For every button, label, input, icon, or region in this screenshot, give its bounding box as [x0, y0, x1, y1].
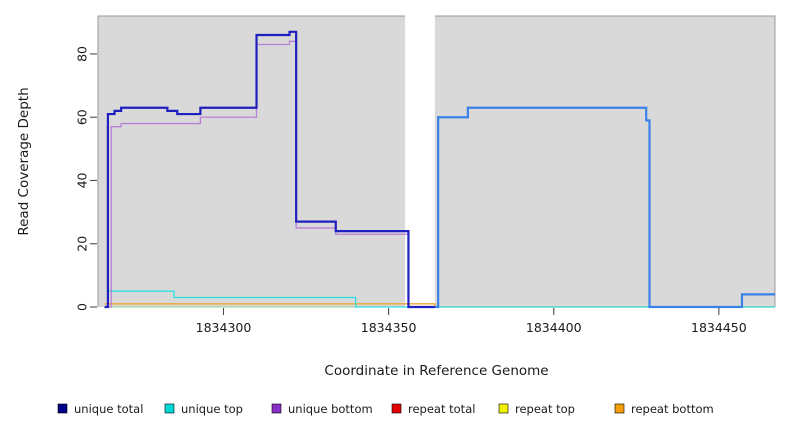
legend-label-unique-top: unique top [181, 402, 243, 416]
x-axis-title: Coordinate in Reference Genome [324, 363, 548, 379]
panel-background-right [434, 16, 775, 307]
panel-background-left [98, 16, 406, 307]
x-tick-label: 1834400 [526, 320, 582, 335]
x-tick-label: 1834350 [361, 320, 417, 335]
plot-panel [97, 15, 776, 307]
legend-swatch-unique-top [164, 403, 175, 414]
y-axis-title: Read Coverage Depth [16, 87, 32, 235]
x-tick-label: 1834450 [691, 320, 747, 335]
legend-swatch-repeat-top [498, 403, 509, 414]
legend-label-repeat-top: repeat top [515, 402, 575, 416]
legend-label-repeat-total: repeat total [408, 402, 475, 416]
y-tick-label: 20 [75, 236, 90, 252]
chart-legend: unique total unique top unique bottom repea… [57, 402, 714, 416]
legend-swatch-unique-total [57, 403, 68, 414]
legend-label-unique-bottom: unique bottom [288, 402, 373, 416]
series-unique-total [104, 30, 435, 309]
y-tick-label: 40 [75, 172, 90, 188]
axis-layer: 1834300 1834350 1834400 1834450 0 20 40 60 80 Coo… [16, 46, 747, 379]
panel-border [97, 15, 776, 307]
legend-swatch-unique-bottom [271, 403, 282, 414]
series-unique-total-right [434, 106, 775, 309]
legend-label-repeat-bottom: repeat bottom [631, 402, 714, 416]
legend-swatch-repeat-total [391, 403, 402, 414]
y-tick-label: 60 [75, 109, 90, 125]
y-tick-label: 0 [75, 303, 90, 311]
series-layer [104, 30, 775, 309]
y-tick-label: 80 [75, 46, 90, 62]
legend-label-unique-total: unique total [74, 402, 143, 416]
legend-swatch-repeat-bottom [614, 403, 625, 414]
x-tick-label: 1834300 [196, 320, 252, 335]
